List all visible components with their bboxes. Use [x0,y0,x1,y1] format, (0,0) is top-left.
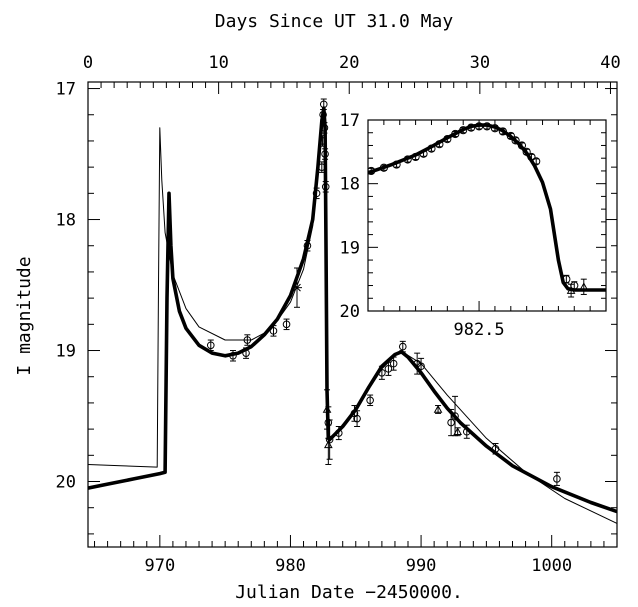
inset-points [368,122,589,298]
model-curve-thick [88,106,617,514]
data-point [451,412,459,420]
data-point [522,147,531,156]
x-tick-label: 980 [275,556,306,576]
triangle-point [322,404,332,413]
data-point [206,341,215,350]
plot-frame [87,81,618,548]
model-curve-thin [88,110,617,524]
data-point [366,396,374,405]
triangle-point [433,404,443,413]
data-point [242,349,250,357]
data-point [474,122,484,131]
data-point [506,131,515,141]
data-point [482,122,492,131]
data-point [443,135,452,144]
top-tick-label: 10 [208,53,228,73]
data-point [319,100,328,109]
top-tick-label: 20 [339,53,359,73]
data-point [467,123,476,132]
data-point [490,124,500,133]
triangle-point [323,440,333,449]
data-point [562,275,571,284]
data-point [384,365,393,373]
data-point [447,418,455,427]
data-point [403,155,412,164]
triangle-point [579,282,589,291]
inset-tick-labels: 982.5 17 18 19 20 [340,111,505,340]
data-point [319,110,327,119]
data-point [378,368,386,377]
x-tick-label: 1000 [531,556,572,576]
data-point [413,359,421,368]
data-point [498,127,507,136]
data-point [527,152,536,162]
data-point [398,342,407,351]
data-point [318,163,326,171]
inset-y-tick-label: 19 [340,238,360,258]
inset-y-tick-label: 17 [340,111,360,131]
data-point [321,150,329,158]
inset-x-tick-label: 982.5 [453,320,504,340]
data-point [532,157,541,166]
y-axis-label: I magnitude [14,256,35,375]
data-point [419,149,428,158]
data-point [229,351,237,360]
inset-chart: 982.5 17 18 19 20 [340,111,607,340]
top-tick-label: 40 [600,53,620,73]
main-tick-labels: 970 980 990 1000 0 10 20 30 40 17 18 19 20 [56,53,621,576]
y-tick-label: 19 [56,342,76,362]
x-axis-label: Julian Date −2450000. [235,582,463,603]
star-point [293,283,301,292]
data-point [517,141,527,150]
data-point [553,475,561,483]
data-point [451,129,460,139]
triangle-point [453,427,462,436]
data-point [334,429,343,437]
data-point [353,414,361,423]
y-tick-label: 18 [56,211,76,231]
top-tick-label: 0 [83,53,93,73]
data-point [411,152,420,162]
data-point [511,136,520,145]
data-point [389,359,398,368]
data-point [321,182,330,191]
main-curves [88,106,617,524]
main-axis-ticks [87,82,618,547]
x-tick-label: 970 [144,556,175,576]
data-point [417,362,425,371]
data-point [427,144,436,153]
data-point [269,327,278,335]
triangle-point [566,286,576,294]
data-point [392,160,401,169]
inset-y-tick-label: 20 [340,302,360,322]
data-point [312,189,321,198]
top-tick-label: 30 [470,53,490,73]
data-point [491,444,500,453]
y-tick-label: 17 [56,80,76,100]
inset-y-tick-label: 18 [340,175,360,195]
data-point [379,163,388,172]
data-point [320,124,329,132]
data-point [282,320,291,329]
data-point [368,166,376,176]
data-point [243,336,252,344]
data-point [435,140,444,149]
data-point [459,126,468,135]
main-points [206,98,561,486]
data-point [462,427,471,436]
y-tick-label: 20 [56,473,76,493]
data-point [303,241,312,250]
x-tick-label: 990 [406,556,437,576]
top-axis-label: Days Since UT 31.0 May [215,11,454,32]
inset-frame [367,119,607,312]
data-point [318,137,327,145]
